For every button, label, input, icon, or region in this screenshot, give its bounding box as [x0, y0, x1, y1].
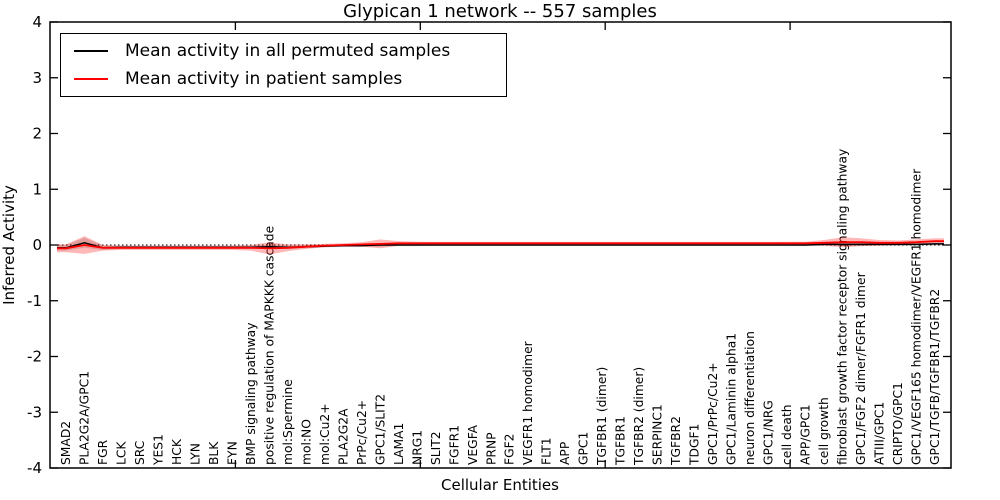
x-category-label: ATIII/GPC1: [873, 402, 887, 465]
x-category-label: SMAD2: [59, 421, 73, 465]
x-category-label: GPC1/PrPc/Cu2+: [706, 362, 720, 465]
x-category-label: LYN: [188, 443, 202, 465]
legend-entry-permuted: Mean activity in all permuted samples: [61, 41, 506, 61]
x-category-label: mol:Spermine: [281, 379, 295, 465]
x-category-label: SRC: [133, 441, 147, 465]
x-category-label: GPC1: [577, 432, 591, 465]
chart-title: Glypican 1 network -- 557 samples: [343, 1, 657, 22]
y-tick-label: -2: [27, 348, 42, 366]
y-tick-label: -1: [27, 292, 42, 310]
x-category-label: PLA2G2A: [336, 408, 350, 465]
plot-area: SMAD2 PLA2G2A/GPC1 FGR LCK SRC YES1 HCK LYN BLK F…: [27, 13, 952, 477]
patient-variance-band: [57, 236, 944, 255]
legend-label-patient: Mean activity in patient samples: [125, 68, 403, 89]
x-category-label: TGFBR2: [669, 416, 683, 466]
y-tick-label: 2: [32, 125, 42, 143]
x-category-label: FYN: [225, 441, 239, 465]
x-category-label: TGFBR1: [614, 416, 628, 466]
x-category-label: PrPc/Cu2+: [355, 400, 369, 465]
x-category-label: TGFBR2 (dimer): [632, 367, 646, 466]
x-category-label: FGFR1: [447, 425, 461, 465]
x-category-label: NRG1: [410, 430, 424, 465]
y-tick-label: 0: [32, 236, 42, 254]
legend-entry-patient: Mean activity in patient samples: [61, 69, 506, 89]
x-category-label: FGR: [96, 439, 110, 465]
x-category-label: mol:NO: [299, 419, 313, 465]
x-category-label: mol:Cu2+: [318, 403, 332, 465]
x-category-label: PLA2G2A/GPC1: [77, 371, 91, 465]
x-category-label: BLK: [207, 441, 221, 465]
y-tick-label: 4: [32, 13, 42, 31]
x-category-label: GPC1/VEGF165 homodimer/VEGFR1 homodimer: [910, 168, 924, 465]
patient-line-sample-icon: [74, 77, 108, 80]
x-category-label: LAMA1: [392, 423, 406, 465]
x-category-label: FLT1: [540, 437, 554, 465]
x-category-label: TDGF1: [688, 424, 702, 466]
x-category-label: GPC1/NRG: [762, 400, 776, 465]
x-category-label: GPC1/SLIT2: [373, 394, 387, 465]
x-category-label: GPC1/FGF2 dimer/FGFR1 dimer: [854, 271, 868, 465]
y-axis-label: Inferred Activity: [0, 185, 18, 305]
x-category-label: HCK: [170, 438, 184, 465]
x-category-label: cell death: [780, 404, 794, 465]
x-category-label: PRNP: [484, 432, 498, 465]
y-tick-label: 3: [32, 69, 42, 87]
legend: Mean activity in all permuted samples Me…: [60, 33, 507, 97]
x-category-label: TGFBR1 (dimer): [595, 367, 609, 466]
x-category-label: positive regulation of MAPKKK cascade: [262, 226, 276, 465]
x-category-label: fibroblast growth factor receptor signal…: [836, 149, 850, 465]
x-category-label: GPC1/Laminin alpha1: [725, 333, 739, 465]
x-category-label: YES1: [151, 434, 165, 466]
x-category-label: GPC1/TGFB/TGFBR1/TGFBR2: [928, 289, 942, 465]
permuted-line-sample-icon: [74, 50, 108, 53]
x-category-label: neuron differentiation: [743, 331, 757, 465]
x-category-label: LCK: [114, 441, 128, 465]
y-tick-label: -3: [27, 403, 42, 421]
x-category-label: APP/GPC1: [799, 404, 813, 465]
patient-mean-line: [57, 240, 944, 250]
x-category-label: VEGFR1 homodimer: [521, 340, 535, 465]
x-category-label: SERPINC1: [651, 404, 665, 465]
x-category-label: CRIPTO/GPC1: [891, 382, 905, 465]
x-category-label: APP: [558, 442, 572, 465]
x-category-label: BMP signaling pathway: [244, 323, 258, 466]
legend-label-permuted: Mean activity in all permuted samples: [125, 41, 451, 62]
x-category-label: VEGFA: [466, 424, 480, 465]
y-tick-label: -4: [27, 459, 42, 477]
x-axis-label: Cellular Entities: [441, 476, 559, 494]
y-tick-label: 1: [32, 180, 42, 198]
x-category-label: cell growth: [817, 397, 831, 465]
x-category-label: FGF2: [503, 434, 517, 466]
x-category-label: SLIT2: [429, 431, 443, 465]
